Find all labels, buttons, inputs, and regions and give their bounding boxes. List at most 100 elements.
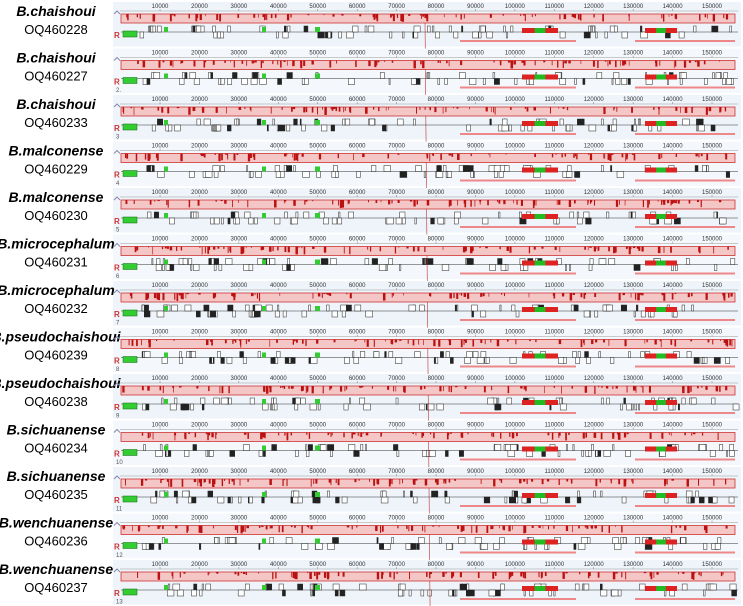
similarity-bar: [520, 200, 523, 206]
similarity-bar: [219, 14, 222, 22]
gene: [327, 444, 335, 451]
similarity-bar: [283, 153, 287, 157]
similarity-bar: [162, 386, 164, 394]
similarity-bar: [602, 14, 604, 22]
similarity-bar: [692, 432, 696, 435]
similarity-bar: [354, 479, 357, 483]
similarity-bar: [564, 60, 567, 64]
similarity-bar: [204, 246, 206, 254]
ruler-label: 20000: [191, 376, 208, 382]
similarity-bar: [469, 107, 470, 110]
gene: [192, 444, 197, 451]
similarity-bar: [543, 60, 546, 63]
similarity-bar: [382, 293, 386, 301]
gene: [433, 357, 436, 364]
gene: [348, 211, 354, 219]
gene: [566, 124, 571, 132]
ruler-label: 130000: [623, 144, 644, 150]
similarity-bar: [717, 432, 719, 440]
similarity-bar: [332, 200, 334, 205]
similarity-bar: [290, 432, 293, 436]
accession: OQ460237: [24, 580, 88, 595]
similarity-bar: [343, 107, 345, 113]
ruler-label: 20000: [191, 4, 208, 10]
similarity-bar: [197, 200, 200, 206]
similarity-bar: [172, 60, 174, 68]
similarity-bar: [571, 386, 573, 389]
similarity-bar: [221, 386, 224, 394]
ruler-label: 120000: [584, 4, 605, 10]
ruler-label: 80000: [428, 51, 445, 57]
gene: [693, 357, 700, 364]
gene: [208, 258, 212, 265]
similarity-bar: [448, 339, 452, 346]
gene: [155, 450, 163, 457]
similarity-bar: [562, 60, 564, 68]
gene: [612, 118, 617, 126]
ir-green: [656, 539, 666, 545]
similarity-bar: [494, 107, 496, 115]
similarity-bar: [705, 107, 708, 115]
gene: [200, 25, 205, 33]
gene: [155, 490, 158, 498]
gene: [342, 118, 346, 126]
gene: [191, 211, 194, 219]
gene: [317, 31, 325, 39]
similarity-bar: [220, 200, 223, 202]
ruler-label: 130000: [623, 423, 644, 429]
gene: [184, 450, 190, 457]
gene: [258, 450, 263, 457]
ruler-label: 20000: [191, 237, 208, 243]
similarity-bar: [628, 60, 630, 66]
similarity-bar: [424, 14, 427, 19]
similarity-bar: [258, 293, 261, 301]
similarity-bar: [213, 246, 216, 250]
similarity-bar: [205, 14, 206, 17]
similarity-bar: [215, 200, 217, 202]
gene: [230, 496, 233, 504]
similarity-bar: [312, 200, 314, 202]
similarity-bar: [707, 14, 708, 19]
similarity-bar: [455, 14, 457, 18]
similarity-bar: [360, 386, 362, 388]
gene: [288, 357, 292, 364]
similarity-bar: [624, 200, 626, 206]
similarity-bar: [448, 200, 450, 208]
gene: [154, 211, 159, 219]
ruler-label: 70000: [388, 4, 405, 10]
ruler-label: 130000: [623, 51, 644, 57]
similarity-bar: [490, 339, 492, 343]
similarity-bar: [687, 479, 689, 482]
gene: [270, 403, 272, 411]
similarity-bar: [305, 107, 308, 113]
similarity-bar: [201, 107, 205, 113]
similarity-bar: [341, 200, 345, 208]
similarity-bar: [583, 339, 585, 344]
similarity-bar: [499, 525, 500, 529]
gene: [426, 72, 429, 79]
similarity-bar: [502, 14, 505, 16]
gene: [634, 118, 636, 126]
gene: [389, 31, 393, 39]
similarity-bar: [671, 293, 674, 300]
similarity-bar: [158, 60, 161, 68]
similarity-bar: [656, 572, 659, 575]
gene: [229, 450, 235, 457]
gene: [158, 543, 162, 550]
similarity-bar: [698, 572, 700, 576]
similarity-bar: [719, 386, 721, 392]
similarity-bar: [730, 293, 733, 297]
similarity-bar: [623, 432, 627, 438]
ir-green: [534, 167, 546, 173]
gene: [712, 72, 715, 79]
similarity-bar: [421, 432, 423, 438]
accession: OQ460234: [24, 441, 88, 456]
ruler-label: 30000: [231, 562, 248, 568]
similarity-bar: [568, 60, 571, 64]
similarity-bar: [549, 107, 551, 114]
gene: [159, 490, 165, 498]
similarity-bar: [254, 293, 256, 296]
rrna: [164, 306, 168, 311]
similarity-bar: [224, 60, 226, 63]
similarity-bar: [276, 339, 278, 343]
